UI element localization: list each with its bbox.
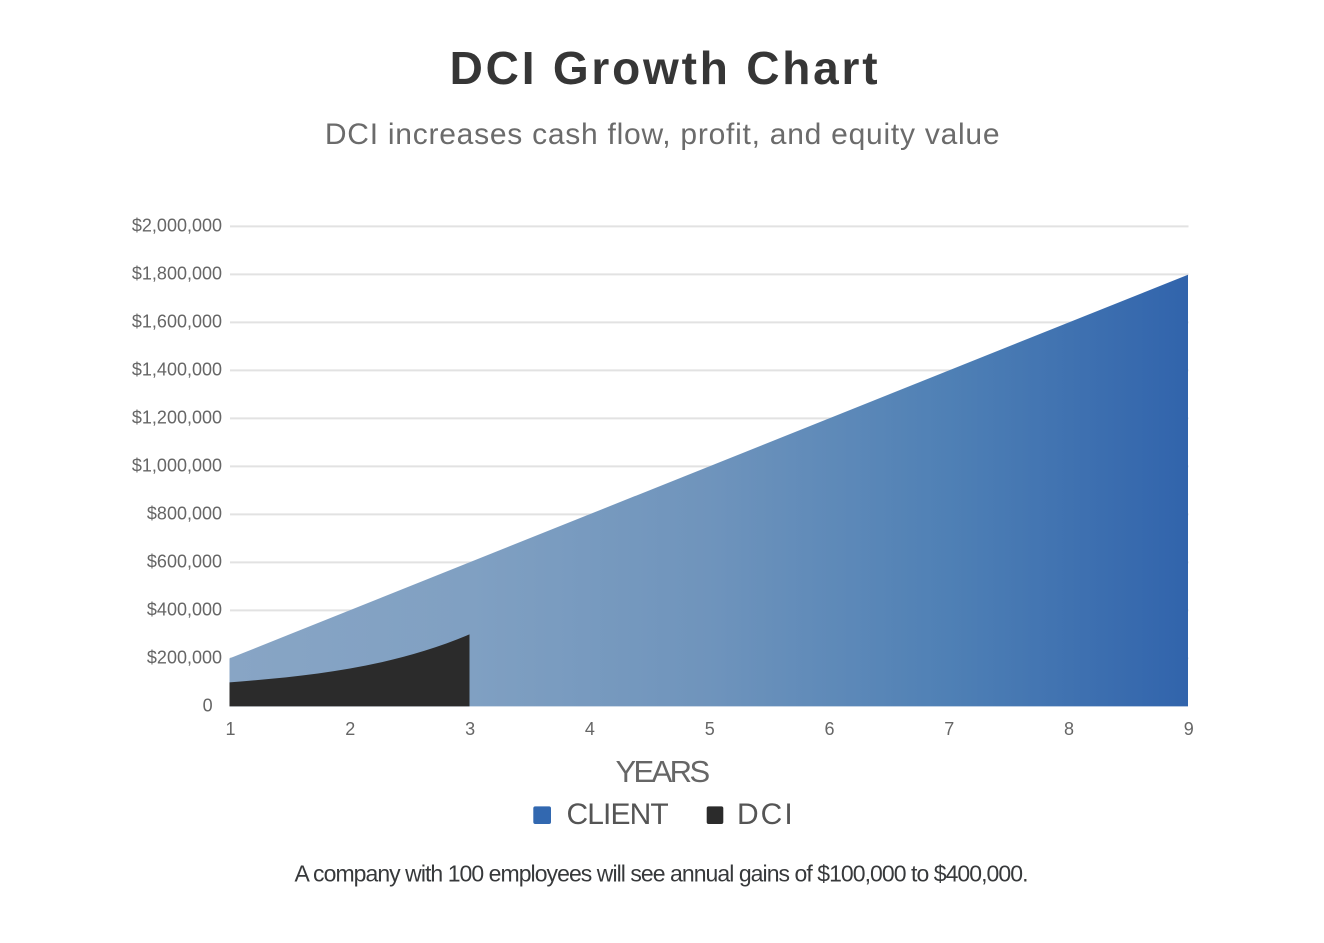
svg-text:9: 9	[1184, 719, 1194, 739]
svg-text:1: 1	[225, 719, 235, 739]
svg-text:4: 4	[585, 719, 595, 739]
svg-text:DCI increases cash flow, profi: DCI increases cash flow, profit, and equ…	[325, 118, 1000, 151]
svg-text:$1,200,000: $1,200,000	[132, 408, 222, 428]
svg-text:6: 6	[824, 719, 834, 739]
svg-text:$1,400,000: $1,400,000	[132, 360, 222, 380]
svg-text:5: 5	[705, 719, 715, 739]
svg-text:A company with 100 employees w: A company with 100 employees will see an…	[294, 861, 1027, 887]
svg-text:$800,000: $800,000	[147, 504, 222, 524]
svg-text:YEARS: YEARS	[615, 754, 709, 789]
svg-text:$1,000,000: $1,000,000	[132, 456, 222, 476]
svg-text:0: 0	[203, 696, 213, 716]
svg-text:DCI: DCI	[737, 798, 795, 831]
svg-text:$2,000,000: $2,000,000	[132, 216, 222, 236]
svg-text:$1,800,000: $1,800,000	[132, 264, 222, 284]
svg-text:$200,000: $200,000	[147, 648, 222, 668]
svg-text:DCI Growth Chart: DCI Growth Chart	[450, 42, 881, 94]
svg-text:$1,600,000: $1,600,000	[132, 312, 222, 332]
svg-text:8: 8	[1064, 719, 1074, 739]
svg-text:$600,000: $600,000	[147, 552, 222, 572]
svg-text:7: 7	[944, 719, 954, 739]
svg-text:2: 2	[345, 719, 355, 739]
svg-text:$400,000: $400,000	[147, 600, 222, 620]
svg-text:3: 3	[465, 719, 475, 739]
svg-text:CLIENT: CLIENT	[567, 798, 669, 831]
